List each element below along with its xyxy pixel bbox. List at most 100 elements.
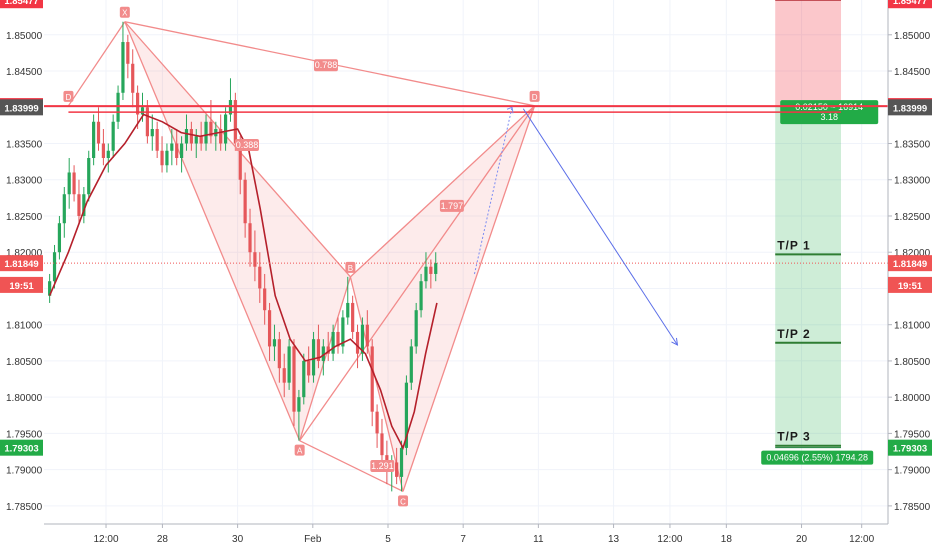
- candle-down: [355, 331, 360, 354]
- candle-down: [233, 100, 237, 144]
- y-tick-label-left: 1.85000: [6, 31, 43, 42]
- prev-price-label-right: 1.83999: [893, 103, 927, 114]
- y-tick-label: 1.83000: [894, 176, 931, 187]
- y-tick-label-left: 1.80000: [6, 393, 43, 404]
- y-tick-label: 1.83500: [894, 140, 931, 151]
- x-tick-label: 20: [796, 534, 808, 545]
- x-tick-label: 7: [460, 534, 466, 545]
- candle-down: [209, 121, 213, 137]
- y-tick-label: 1.81000: [894, 321, 931, 332]
- candle-up: [179, 143, 184, 158]
- leg-cd: [402, 105, 536, 492]
- y-tick-label: 1.78500: [894, 502, 931, 513]
- harmonic-pattern[interactable]: [67, 21, 536, 492]
- countdown-badge-left: [0, 276, 43, 293]
- candle-down: [365, 324, 369, 347]
- ratio-badge: [439, 199, 464, 212]
- moving-average: [48, 113, 438, 450]
- leg-ab: [299, 276, 352, 441]
- projection-down-arrowhead: [671, 337, 679, 346]
- candle-down: [72, 172, 76, 195]
- candle-up: [346, 302, 350, 318]
- candle-down: [395, 462, 399, 477]
- candle-down: [263, 288, 267, 311]
- grid: [44, 0, 888, 524]
- candle-up: [272, 339, 277, 347]
- candle-down: [282, 368, 286, 383]
- candle-up: [414, 310, 418, 347]
- y-tick-label: 1.79000: [894, 466, 931, 477]
- stop-price-badge-left: [0, 0, 43, 9]
- y-tick-label: 1.79500: [894, 429, 931, 440]
- x-tick-label: 12:00: [849, 534, 874, 545]
- candle-down: [243, 179, 247, 224]
- candle-up: [419, 281, 423, 311]
- candle-up: [424, 266, 428, 282]
- candle-down: [429, 266, 433, 274]
- last-price-badge-left: [0, 255, 43, 272]
- candle-down: [248, 223, 252, 253]
- candle-up: [57, 223, 62, 253]
- pattern-labels: D X A B C D 0.788 0.388 1.797 1.291: [63, 6, 540, 507]
- y-tick-label-left: 1.83500: [6, 140, 43, 151]
- y-tick-label-left: 1.84500: [6, 67, 43, 78]
- y-tick-label: 1.85000: [894, 31, 931, 42]
- ratio-label: 1.291: [371, 461, 394, 471]
- y-tick-label: 1.82500: [894, 212, 931, 223]
- prev-price-badge-left: [0, 99, 43, 116]
- candle-up: [204, 121, 208, 144]
- projection-arrows: [473, 106, 679, 346]
- position-tool[interactable]: T/P 1T/P 2T/P 30.02150 ~ 169143.180.0469…: [761, 0, 879, 465]
- ratio-ad: [299, 105, 536, 442]
- countdown-label-left: 19:51: [9, 281, 34, 292]
- stop-zone: [775, 0, 842, 107]
- ratio-badge: [313, 59, 338, 72]
- pattern-point-label: D: [66, 93, 72, 102]
- candle-up: [62, 194, 66, 224]
- pattern-point-label: B: [348, 264, 353, 273]
- stop-price-label-left: 1.85477: [4, 0, 38, 7]
- candle-down: [351, 302, 355, 332]
- candle-down: [238, 143, 242, 180]
- candle-down: [155, 129, 159, 151]
- candle-down: [189, 129, 193, 144]
- candle-up: [121, 42, 125, 93]
- candle-up: [52, 252, 57, 282]
- prev-price-label-left: 1.83999: [4, 103, 38, 114]
- projection-up-arrow: [473, 107, 513, 275]
- prev-price-badge-right: [888, 99, 932, 116]
- candle-up: [48, 281, 52, 296]
- candle-up: [170, 143, 174, 151]
- y-tick-label: 1.82000: [894, 248, 931, 259]
- target-info-box: [761, 450, 874, 465]
- x-tick-label: 28: [157, 534, 169, 545]
- candle-up: [287, 346, 291, 383]
- target-zone: [775, 106, 842, 448]
- pattern-point-badge: [119, 6, 130, 18]
- moving-average-line: [48, 113, 438, 450]
- candle-up: [150, 129, 154, 137]
- candle-down: [219, 129, 223, 144]
- candle-down: [380, 433, 384, 456]
- ratio-label: 0.788: [315, 60, 338, 70]
- candle-up: [341, 317, 345, 347]
- candle-up: [331, 331, 335, 354]
- entry-info-ratio: 3.18: [820, 112, 838, 122]
- y-tick-label-left: 1.80500: [6, 357, 43, 368]
- candle-down: [267, 310, 272, 347]
- candle-up: [92, 121, 96, 158]
- pattern-point-badge: [529, 90, 540, 102]
- candle-down: [292, 346, 296, 412]
- candle-down: [145, 107, 149, 137]
- pattern-point-badge: [63, 90, 74, 102]
- target-price-badge-left: [0, 439, 43, 456]
- target-price-label-right: 1.79303: [893, 444, 927, 455]
- candle-up: [223, 114, 228, 144]
- y-tick-label-left: 1.78500: [6, 502, 43, 513]
- x-tick-label: 18: [721, 534, 733, 545]
- target-price-badge-right: [888, 439, 932, 456]
- y-tick-label-left: 1.82000: [6, 248, 43, 259]
- ratio-ac: [299, 440, 404, 492]
- ratio-badge: [235, 138, 260, 151]
